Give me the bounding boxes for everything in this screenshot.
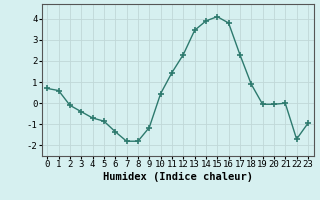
X-axis label: Humidex (Indice chaleur): Humidex (Indice chaleur) [103,172,252,182]
